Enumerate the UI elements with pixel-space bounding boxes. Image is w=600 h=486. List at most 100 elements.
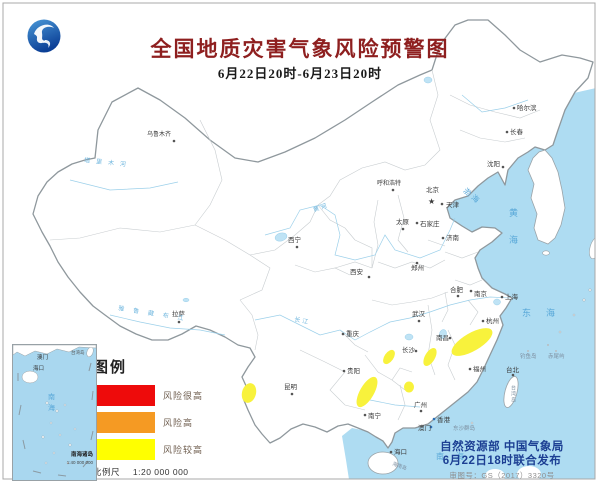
- city-labels: 乌鲁木齐 西宁 拉萨 昆明 呼和浩特 北京 ★ 天津 太原 石家庄 济南 西安 …: [147, 103, 537, 456]
- ryukyu-islands: [470, 288, 592, 425]
- city-label-urumqi: 乌鲁木齐: [147, 130, 171, 138]
- legend-label-moderate: 风险较高: [163, 445, 204, 455]
- river-songhua: [461, 94, 529, 113]
- province-line: [427, 304, 436, 376]
- city-marker: [500, 295, 504, 299]
- chiwei-dot: [554, 349, 558, 353]
- sea-label-huanghai: 黄海: [508, 207, 518, 262]
- city-marker: [415, 261, 419, 265]
- province-line: [299, 349, 366, 411]
- dash-segment: [88, 362, 92, 372]
- province-line: [454, 279, 483, 286]
- island-label-chiwei: 赤尾屿: [548, 352, 565, 360]
- province-line: [334, 261, 373, 269]
- province-line: [447, 329, 456, 381]
- city-marker: [172, 139, 176, 143]
- island-dot: [66, 461, 70, 465]
- publisher-line: 自然资源部 中国气象局: [440, 441, 564, 453]
- city-marker: [501, 165, 505, 169]
- province-line: [194, 224, 271, 301]
- dash-segment: [82, 460, 89, 468]
- province-line: [364, 354, 406, 391]
- island-dot: [558, 330, 562, 334]
- inset-scale: 1:40 000 000: [67, 460, 94, 465]
- province-line: [317, 69, 441, 206]
- river-yarlung: [109, 314, 226, 336]
- city-marker: [367, 275, 371, 279]
- city-marker: [295, 245, 299, 249]
- island-dot: [582, 298, 586, 302]
- province-line: [49, 224, 196, 241]
- risk-area-guangxi-north: [404, 381, 414, 393]
- city-marker: [290, 392, 294, 396]
- jeju-island: [542, 250, 550, 256]
- legend-row-high: 风险高: [93, 412, 243, 433]
- legend-swatch-very-high: [93, 385, 155, 406]
- kyushu-island: [589, 236, 595, 260]
- province-line: [444, 251, 479, 259]
- rivers: [69, 94, 529, 408]
- island-dot: [68, 443, 72, 447]
- island-dot: [49, 421, 53, 425]
- lake-poyang: [439, 329, 447, 339]
- city-marker: [341, 332, 345, 336]
- city-markers: [172, 106, 516, 454]
- province-line: [194, 119, 223, 226]
- legend-row-very-high: 风险很高: [93, 385, 243, 406]
- inset-islands: [41, 401, 77, 465]
- island-label-hainan: 海南岛: [391, 460, 408, 472]
- island-dot: [55, 409, 59, 413]
- city-label-tianjin: 天津: [446, 201, 460, 209]
- city-label-nanjing: 南京: [474, 289, 488, 298]
- map-frame: [2, 2, 596, 480]
- korea-peninsula: [527, 149, 566, 245]
- inset-sea-label-nanhai: 南海: [48, 392, 56, 415]
- city-marker: [511, 373, 515, 377]
- city-marker: [401, 227, 405, 231]
- island-dot: [58, 433, 62, 437]
- inset-map: 澳门 海口 台湾岛 南海 南海诸岛 1:40 000 000: [12, 344, 97, 477]
- lake-hulun: [423, 76, 433, 84]
- legend-swatch-moderate: [93, 439, 155, 460]
- city-marker: [414, 349, 418, 353]
- taiwan-island: [503, 376, 519, 408]
- province-line: [294, 264, 351, 276]
- city-marker: [391, 188, 395, 192]
- river-label-changjiang: 长江: [294, 315, 311, 326]
- risk-area-guizhou-guangxi: [356, 376, 378, 408]
- legend-color-very-high: [93, 385, 155, 406]
- dash-segment: [90, 430, 94, 441]
- logo-circle: [27, 19, 61, 53]
- city-marker: [432, 417, 436, 421]
- lake-namco: [182, 297, 190, 303]
- scale-value: 1:20 000 000: [132, 467, 189, 477]
- city-label-taipei: 台北: [506, 365, 520, 374]
- inset-label-taiwan: 台湾岛: [71, 349, 85, 356]
- sea-label-donghai: 东海: [522, 307, 570, 318]
- legend-swatch-high: [93, 412, 155, 433]
- capital-star-marker: ★: [428, 197, 435, 206]
- city-marker: [512, 106, 516, 110]
- province-line: [309, 204, 319, 223]
- city-label-chongqing: 重庆: [346, 329, 360, 338]
- risk-areas: [241, 328, 493, 408]
- lake-qinghai: [274, 232, 288, 242]
- city-marker: [419, 409, 423, 413]
- city-label-kunming: 昆明: [284, 383, 298, 391]
- city-label-hefei: 合肥: [450, 285, 464, 294]
- city-marker: [481, 319, 485, 323]
- river-changjiang: [254, 296, 511, 341]
- inset-boundary-dashes: [17, 362, 94, 477]
- city-label-shijiazhuang: 石家庄: [420, 219, 440, 228]
- city-label-beijing: 北京: [426, 185, 440, 194]
- city-label-haikou: 海口: [394, 447, 407, 456]
- city-marker: [468, 367, 472, 371]
- city-label-lhasa: 拉萨: [172, 309, 186, 318]
- inset-taiwan: [86, 346, 94, 358]
- south-china-sea-inset: 澳门 海口 台湾岛 南海 南海诸岛 1:40 000 000: [12, 344, 97, 481]
- province-line: [441, 291, 449, 323]
- city-label-changsha: 长沙: [402, 345, 416, 354]
- sea-labels: 渤海 黄海 东海 南海 钓鱼岛 赤尾屿 东沙群岛 台湾岛 海南岛: [391, 185, 570, 472]
- city-marker: [177, 320, 181, 324]
